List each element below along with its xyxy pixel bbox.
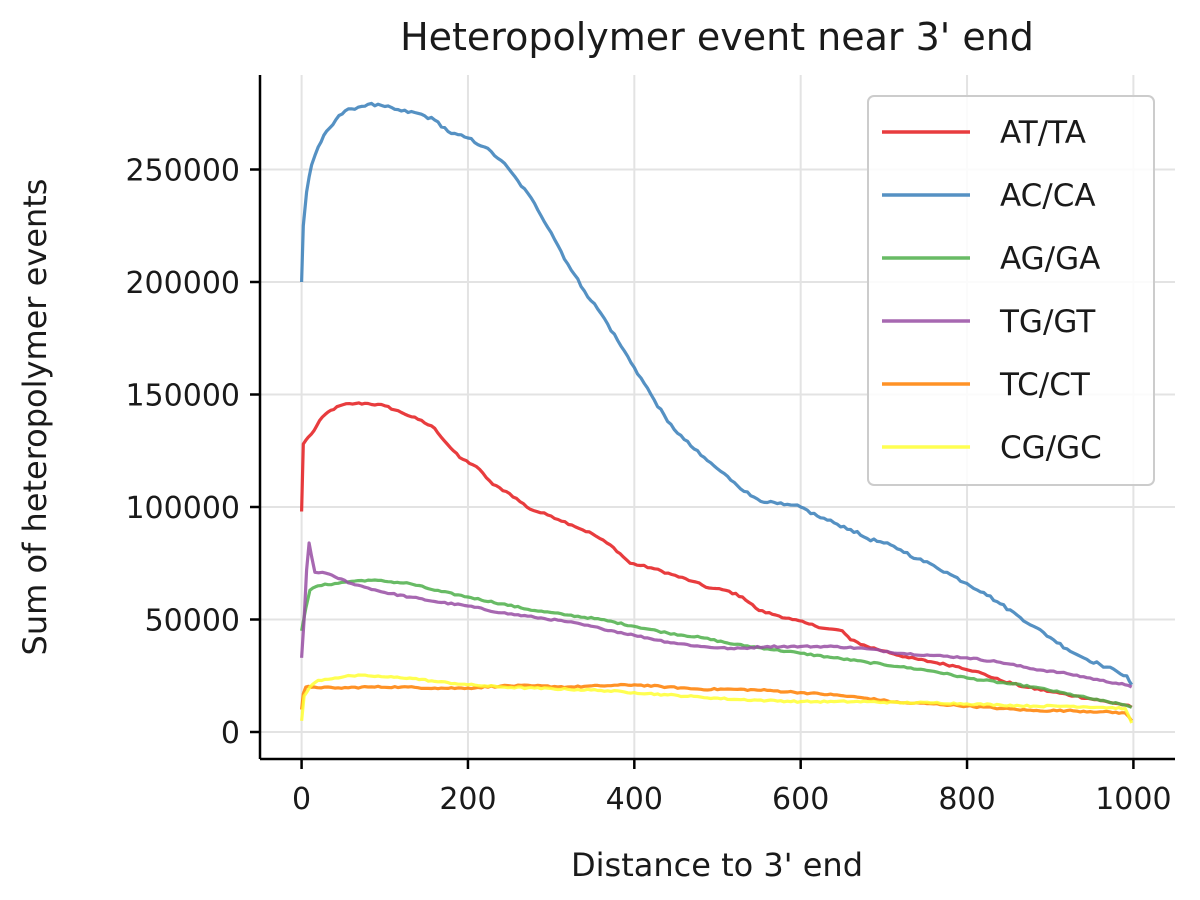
- legend-label: AC/CA: [1000, 178, 1096, 214]
- x-tick-label: 0: [292, 782, 311, 817]
- series-line-at-ta: [300, 401, 1133, 709]
- y-tick-label: 0: [221, 716, 240, 751]
- legend-label: AT/TA: [1000, 115, 1086, 151]
- x-tick-label: 400: [606, 782, 663, 817]
- x-tick-label: 800: [938, 782, 995, 817]
- legend-box: [867, 95, 1155, 486]
- axes: [258, 75, 1175, 761]
- y-axis-title: Sum of heteropolymer events: [16, 179, 54, 656]
- plot-series: [300, 101, 1134, 724]
- x-axis-title: Distance to 3' end: [571, 846, 863, 884]
- series-line-tc-ct: [300, 682, 1133, 722]
- x-tick-label: 1000: [1095, 782, 1171, 817]
- series-line-ac-ca: [300, 101, 1134, 686]
- legend-label: TG/GT: [999, 304, 1096, 340]
- x-tick-label: 600: [772, 782, 829, 817]
- y-tick-label: 250000: [125, 154, 240, 189]
- y-tick-label: 50000: [145, 604, 240, 639]
- x-tick-label: 200: [439, 782, 496, 817]
- chart-title: Heteropolymer event near 3' end: [400, 15, 1034, 59]
- legend-label: AG/GA: [1000, 241, 1100, 277]
- series-line-tg-gt: [300, 541, 1133, 689]
- series-line-cg-gc: [300, 673, 1134, 724]
- legend-label: TC/CT: [999, 367, 1091, 403]
- series-line-ag-ga: [300, 578, 1133, 709]
- legend-label: CG/GC: [1000, 430, 1102, 466]
- y-tick-label: 150000: [125, 379, 240, 414]
- y-tick-label: 200000: [125, 266, 240, 301]
- y-tick-label: 100000: [125, 491, 240, 526]
- legend: AT/TA AC/CA AG/GA TG/GT TC/CT CG/GC: [867, 95, 1155, 486]
- ticks: 0 200 400 600 800 1000 0 50000 100000 150000 20000…: [125, 154, 1171, 818]
